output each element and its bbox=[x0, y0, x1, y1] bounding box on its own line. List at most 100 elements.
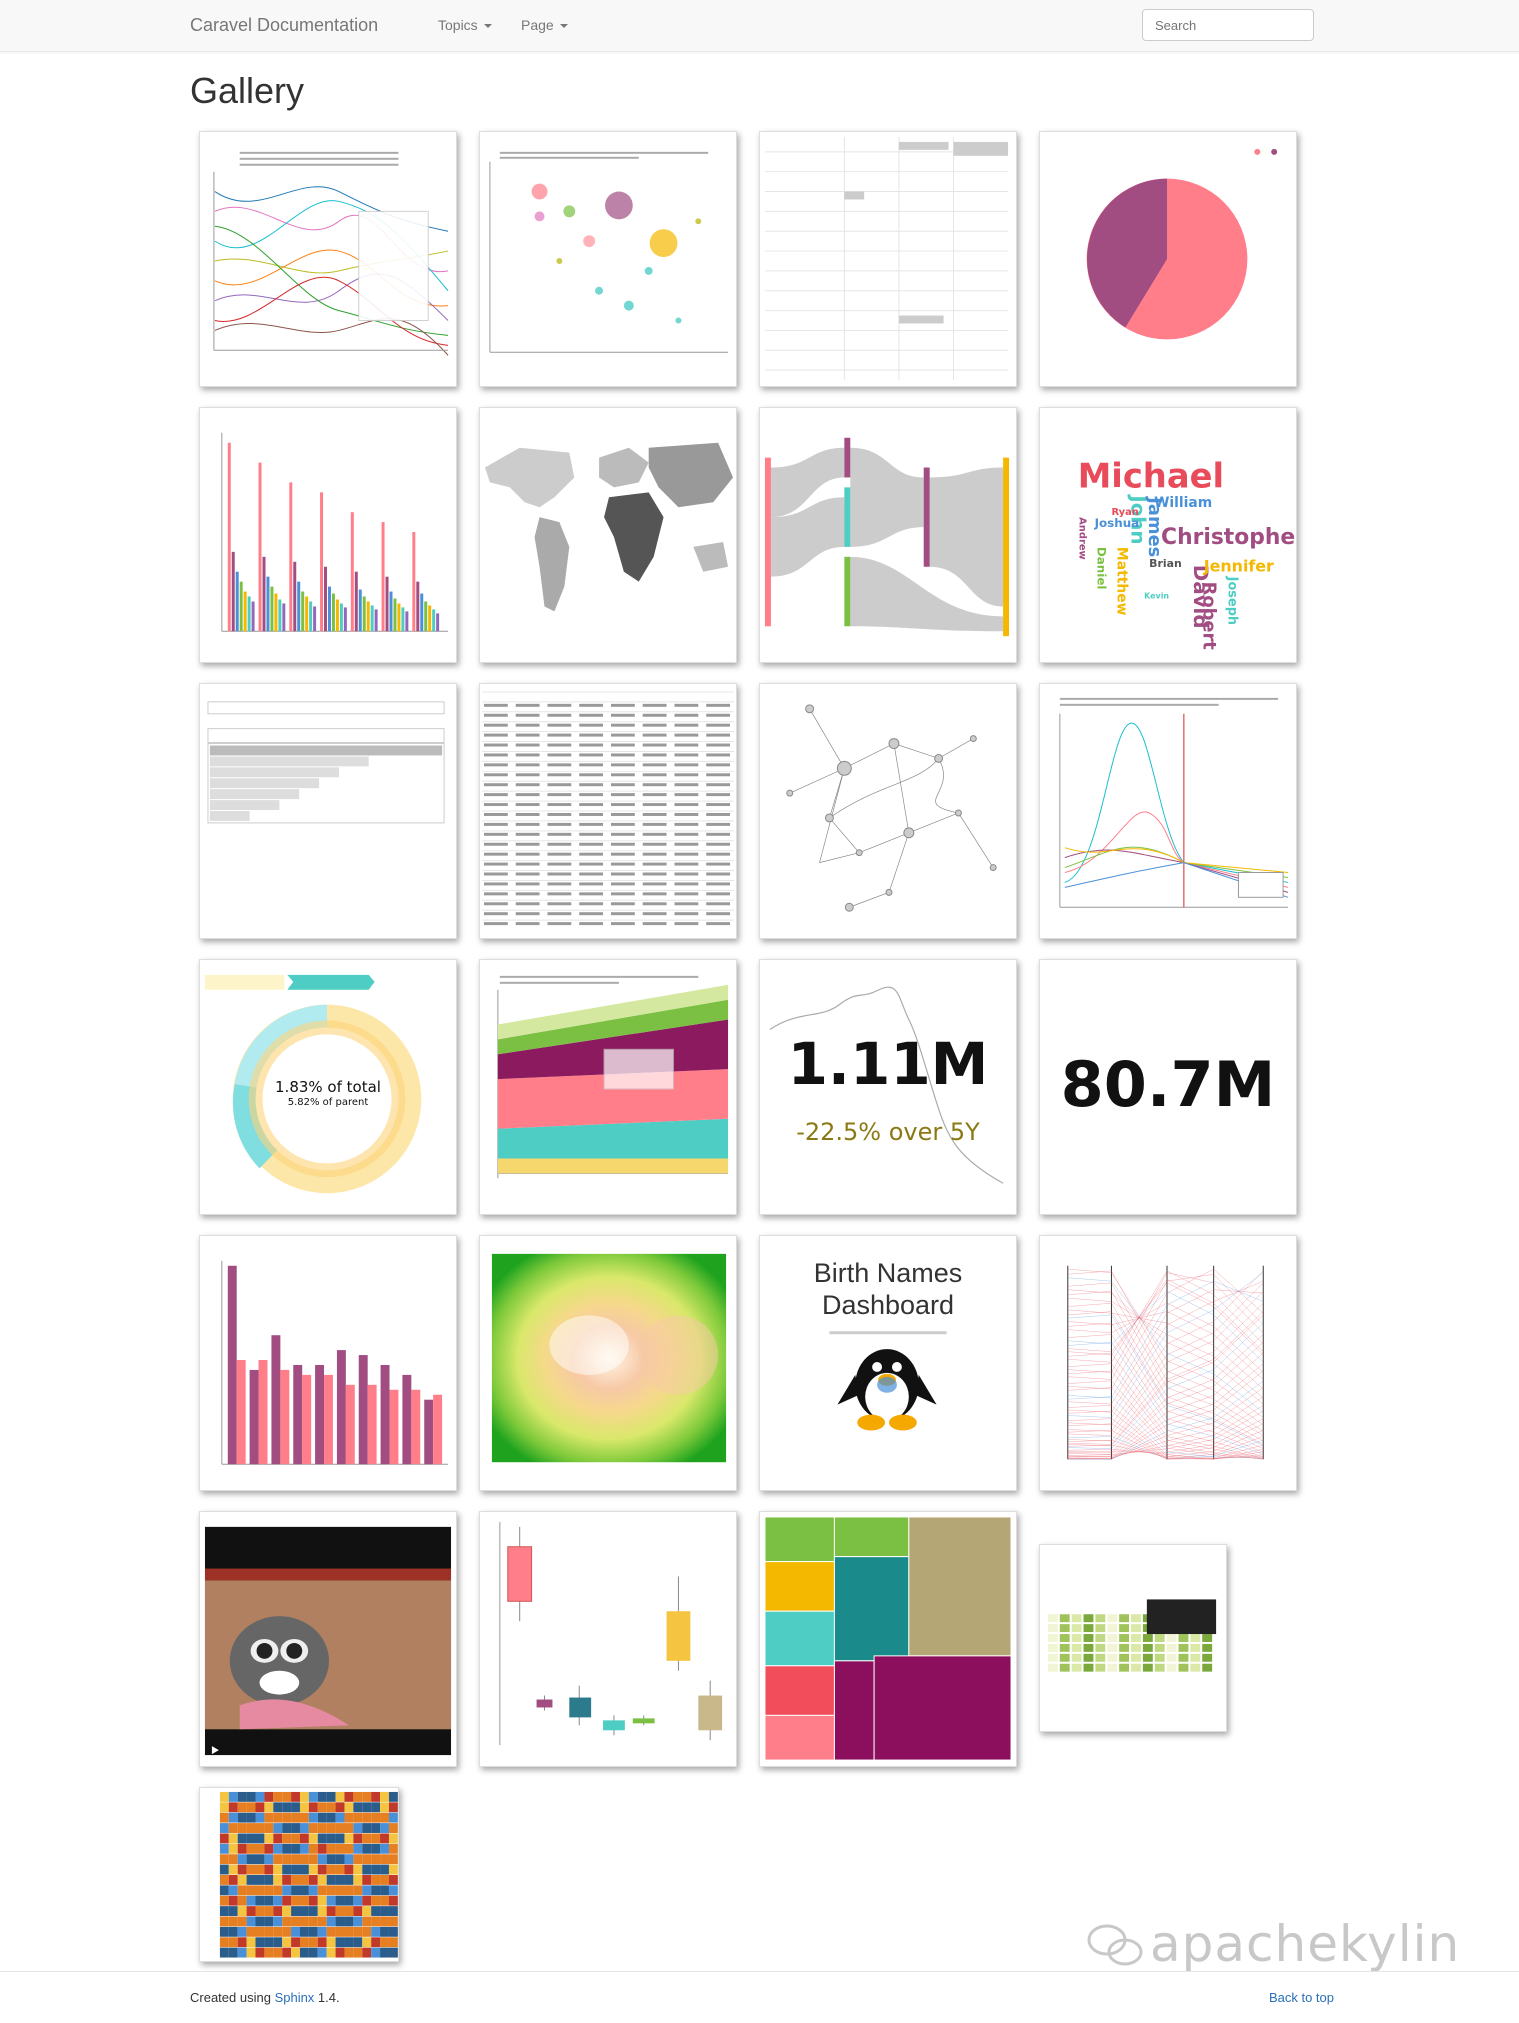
thumb-pie-chart[interactable] bbox=[1039, 131, 1297, 387]
thumb-sankey[interactable] bbox=[759, 407, 1017, 663]
horizon-cell bbox=[308, 1802, 318, 1813]
thumb-world-map[interactable] bbox=[479, 407, 737, 663]
horizon-cell bbox=[273, 1916, 283, 1927]
horizon-cell bbox=[380, 1874, 389, 1885]
table-cell bbox=[483, 773, 508, 777]
horizon-cell bbox=[362, 1874, 372, 1885]
horizon-cell bbox=[237, 1864, 247, 1875]
thumb-dist-bar[interactable] bbox=[199, 1235, 457, 1491]
calendar-cell bbox=[1083, 1624, 1094, 1633]
horizon-cell bbox=[335, 1947, 345, 1958]
calendar-cell bbox=[1059, 1643, 1070, 1652]
horizon-cell bbox=[228, 1823, 238, 1833]
horizon-cell bbox=[219, 1916, 229, 1927]
play-icon[interactable] bbox=[211, 1746, 219, 1755]
horizon-cell bbox=[246, 1823, 256, 1833]
word-joseph: Joseph bbox=[1225, 576, 1240, 625]
table-cell bbox=[642, 902, 667, 906]
horizon-cell bbox=[308, 1843, 318, 1854]
thumb-treemap[interactable] bbox=[759, 1511, 1017, 1767]
table-cell bbox=[515, 852, 540, 856]
table-cell bbox=[642, 822, 667, 826]
back-to-top-link[interactable]: Back to top bbox=[1268, 1990, 1334, 2005]
thumb-force-graph[interactable] bbox=[759, 683, 1017, 939]
dist-bar-mark bbox=[293, 1364, 303, 1465]
horizon-cell bbox=[273, 1823, 283, 1833]
brand-link[interactable]: Caravel Documentation bbox=[190, 15, 379, 35]
thumb-bubble-chart[interactable] bbox=[479, 131, 737, 387]
table-cell bbox=[642, 733, 667, 737]
word-joshua: Joshua bbox=[1094, 516, 1140, 530]
horizon-cell bbox=[388, 1823, 398, 1833]
calendar-cell bbox=[1059, 1614, 1070, 1623]
topics-dropdown[interactable]: Topics bbox=[438, 17, 492, 33]
horizon-cell bbox=[299, 1937, 309, 1948]
parallel-line bbox=[1067, 1380, 1264, 1460]
horizon-cell bbox=[291, 1864, 300, 1875]
calendar-cell bbox=[1071, 1614, 1082, 1623]
thumb-word-cloud[interactable]: Michael Christopher David Jennifer John … bbox=[1039, 407, 1297, 663]
calendar-cell bbox=[1166, 1663, 1177, 1672]
penguin-icon bbox=[829, 1331, 947, 1431]
thumb-pivot-table[interactable] bbox=[479, 683, 737, 939]
bar-mark bbox=[293, 561, 297, 632]
parallel-line bbox=[1067, 1291, 1264, 1363]
thumb-heatmap[interactable] bbox=[479, 1235, 737, 1491]
horizon-cell bbox=[282, 1906, 292, 1917]
bar-mark bbox=[389, 591, 393, 632]
parallel-line bbox=[1067, 1282, 1264, 1355]
bar-mark bbox=[239, 581, 243, 632]
thumb-horizon-chart[interactable] bbox=[199, 1787, 399, 1962]
thumb-calendar-heatmap[interactable] bbox=[1039, 1544, 1227, 1732]
horizon-cell bbox=[228, 1885, 238, 1896]
horizon-cell bbox=[344, 1895, 354, 1906]
thumb-big-number-trend[interactable]: 1.11M -22.5% over 5Y bbox=[759, 959, 1017, 1215]
parallel-line bbox=[1067, 1396, 1264, 1459]
table-cell bbox=[483, 902, 508, 906]
thumb-sunburst[interactable]: 1.83% of total 5.82% of parent bbox=[199, 959, 457, 1215]
horizon-cell bbox=[264, 1791, 274, 1802]
thumb-video-embed[interactable] bbox=[199, 1511, 457, 1767]
thumb-parallel-coordinates[interactable] bbox=[1039, 1235, 1297, 1491]
table-cell bbox=[547, 753, 572, 757]
calendar-cell bbox=[1047, 1663, 1058, 1672]
thumb-bar-chart[interactable] bbox=[199, 407, 457, 663]
horizon-cell bbox=[326, 1823, 336, 1833]
thumb-filter-box[interactable] bbox=[199, 683, 457, 939]
table-cell bbox=[706, 703, 731, 707]
horizon-cell bbox=[273, 1833, 283, 1844]
sphinx-link[interactable]: Sphinx bbox=[274, 1990, 315, 2005]
horizon-cell bbox=[362, 1916, 372, 1927]
thumb-multi-line[interactable] bbox=[1039, 683, 1297, 939]
thumb-table[interactable] bbox=[759, 131, 1017, 387]
horizon-cell bbox=[317, 1854, 327, 1865]
search-input[interactable] bbox=[1142, 9, 1314, 41]
horizon-cell bbox=[299, 1843, 309, 1854]
parallel-line bbox=[1067, 1380, 1264, 1460]
table-cell bbox=[547, 812, 572, 816]
table-cell bbox=[674, 803, 699, 807]
thumb-box-plot[interactable] bbox=[479, 1511, 737, 1767]
horizon-cell bbox=[282, 1947, 292, 1958]
thumb-area-chart[interactable] bbox=[479, 959, 737, 1215]
table-cell bbox=[483, 723, 508, 727]
horizon-cell bbox=[353, 1895, 363, 1906]
horizon-cell bbox=[326, 1895, 336, 1906]
big-number-value: 1.11M bbox=[787, 1030, 989, 1098]
horizon-cell bbox=[228, 1843, 238, 1854]
horizon-cell bbox=[291, 1947, 300, 1958]
horizon-cell bbox=[308, 1864, 318, 1875]
horizon-cell bbox=[362, 1947, 372, 1958]
table-cell bbox=[547, 902, 572, 906]
dist-bar-mark bbox=[424, 1399, 434, 1465]
thumb-line-chart[interactable] bbox=[199, 131, 457, 387]
box-plot-thumbnail bbox=[499, 1521, 723, 1746]
table-cell bbox=[706, 842, 731, 846]
table-cell bbox=[547, 793, 572, 797]
thumb-big-number[interactable]: 80.7M bbox=[1039, 959, 1297, 1215]
parallel-line bbox=[1067, 1342, 1264, 1455]
thumb-dashboard-markup[interactable]: Birth Names Dashboard bbox=[759, 1235, 1017, 1491]
page-dropdown[interactable]: Page bbox=[521, 17, 568, 33]
horizon-cell bbox=[219, 1947, 229, 1958]
table-cell bbox=[547, 743, 572, 747]
